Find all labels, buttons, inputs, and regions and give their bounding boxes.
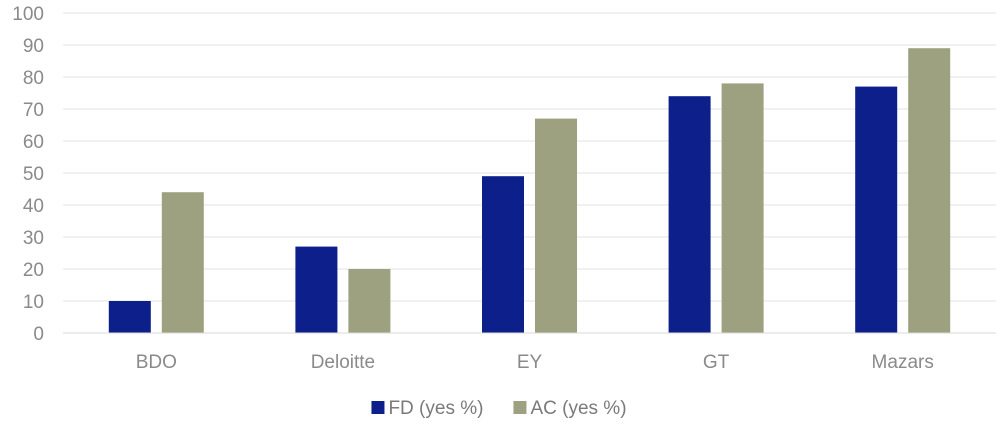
- y-tick-label: 90: [23, 36, 44, 57]
- bar-deloitte-series-1: [295, 246, 338, 333]
- legend-item: FD (yes %): [371, 398, 483, 419]
- gridlines: [63, 12, 996, 302]
- legend-swatch: [371, 401, 385, 414]
- x-tick-label: Mazars: [872, 352, 934, 373]
- bars: [108, 48, 951, 334]
- x-tick-label: BDO: [136, 352, 177, 373]
- bar-bdo-series-1: [108, 301, 151, 333]
- legend-label: AC (yes %): [530, 398, 626, 419]
- bar-ey-series-1: [482, 176, 524, 333]
- x-tick-label: GT: [703, 352, 730, 373]
- y-tick-label: 0: [33, 324, 44, 345]
- legend: FD (yes %) AC (yes %): [371, 398, 627, 419]
- bar-mazars-series-2: [908, 48, 951, 333]
- y-tick-label: 70: [23, 100, 44, 121]
- legend-swatch: [513, 401, 527, 414]
- x-tick-label: Deloitte: [311, 352, 375, 373]
- y-tick-label: 20: [23, 260, 44, 281]
- legend-label: FD (yes %): [388, 398, 483, 419]
- x-tick-label: EY: [517, 352, 543, 373]
- bar-mazars-series-1: [855, 86, 898, 333]
- y-tick-label: 10: [23, 292, 44, 313]
- y-tick-label: 50: [23, 164, 44, 185]
- bar-ey-series-2: [535, 118, 577, 333]
- bar-gt-series-2: [721, 83, 764, 334]
- y-tick-label: 80: [23, 68, 44, 89]
- y-tick-label: 60: [23, 132, 44, 153]
- bar-gt-series-1: [668, 96, 711, 333]
- legend-item: AC (yes %): [513, 398, 627, 419]
- x-axis-ticks: BDO Deloitte EY GT Mazars: [136, 352, 934, 373]
- y-tick-label: 40: [23, 196, 44, 217]
- bar-deloitte-series-2: [348, 269, 391, 333]
- y-tick-label: 100: [12, 4, 44, 25]
- y-axis-ticks: 0 10 20 30 40 50 60 70 80 90 100: [12, 4, 44, 345]
- bar-bdo-series-2: [161, 192, 204, 333]
- y-tick-label: 30: [23, 228, 44, 249]
